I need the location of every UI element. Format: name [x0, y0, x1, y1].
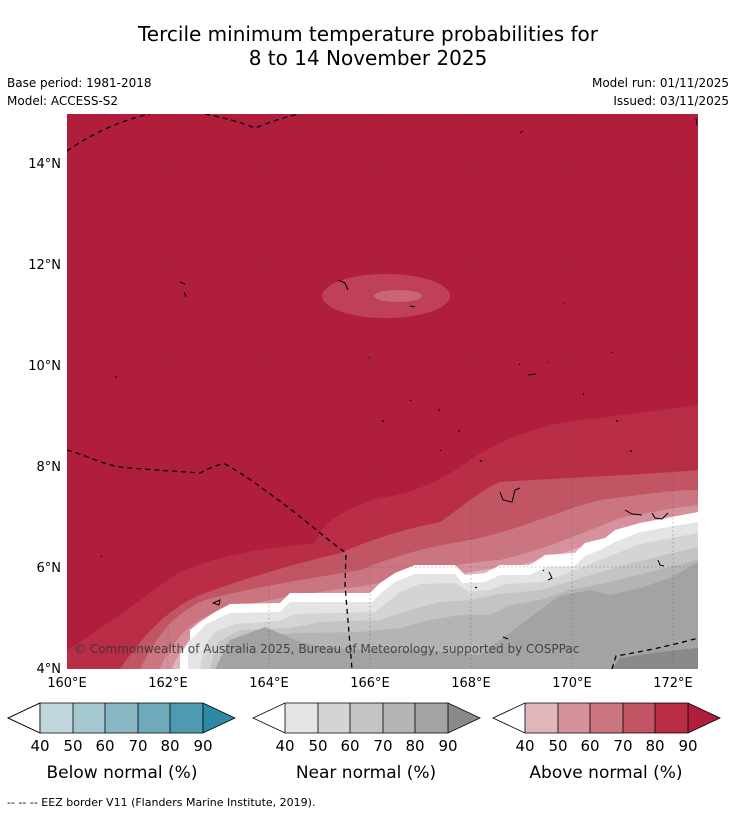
eez-footnote: -- -- -- EEZ border V11 (Flanders Marine… — [7, 796, 316, 809]
cbar-near-swatch — [383, 703, 415, 733]
lon-label: 160°E — [47, 676, 87, 691]
meta-right: Model run: 01/11/2025 Issued: 03/11/2025 — [592, 74, 729, 110]
title-line-1: Tercile minimum temperature probabilitie… — [137, 22, 599, 46]
graticule — [67, 114, 698, 669]
lat-label: 6°N — [37, 561, 62, 576]
cbar-tick: 40 — [275, 737, 294, 755]
lon-label: 164°E — [249, 676, 289, 691]
cbar-tick: 90 — [193, 737, 212, 755]
cbar-tick: 70 — [613, 737, 632, 755]
cbar-below-swatch — [138, 703, 170, 733]
meta-left: Base period: 1981-2018 Model: ACCESS-S2 — [7, 74, 152, 110]
cbar-tick: 40 — [30, 737, 49, 755]
eez-borders — [67, 114, 698, 669]
cbar-above-swatch — [525, 703, 558, 733]
cbar-tick: 90 — [438, 737, 457, 755]
lon-label: 172°E — [653, 676, 693, 691]
cbar-above-title: Above normal (%) — [529, 763, 682, 783]
cbar-above-swatch — [623, 703, 655, 733]
cbar-above-swatch — [590, 703, 623, 733]
cbar-tick: 80 — [645, 737, 664, 755]
cbar-above-swatch — [655, 703, 688, 733]
cbar-tick: 60 — [340, 737, 359, 755]
islands — [100, 117, 698, 640]
cbar-near-swatch — [350, 703, 383, 733]
cbar-above-swatch — [558, 703, 590, 733]
near-80-region — [215, 562, 698, 669]
cbar-below-swatch — [73, 703, 105, 733]
cbar-near-swatch — [415, 703, 448, 733]
probability-field: © Commonwealth of Australia 2025, Bureau… — [67, 114, 698, 669]
lon-label: 162°E — [148, 676, 188, 691]
map-title: Tercile minimum temperature probabilitie… — [0, 22, 736, 70]
cbar-tick: 50 — [308, 737, 327, 755]
copyright-note: © Commonwealth of Australia 2025, Bureau… — [74, 642, 579, 656]
cbar-near-title: Near normal (%) — [296, 763, 436, 783]
cbar-tick: 90 — [678, 737, 697, 755]
cbar-below-max — [203, 703, 235, 733]
model-name: Model: ACCESS-S2 — [7, 94, 119, 108]
cbar-above-min — [493, 703, 525, 733]
near-90-region — [612, 648, 698, 669]
cbar-tick: 50 — [63, 737, 82, 755]
base-period: Base period: 1981-2018 — [7, 76, 152, 90]
issued-date: Issued: 03/11/2025 — [613, 94, 729, 108]
cbar-tick: 60 — [95, 737, 114, 755]
lon-label: 168°E — [451, 676, 491, 691]
lat-label: 4°N — [37, 662, 62, 677]
title-line-2: 8 to 14 November 2025 — [248, 46, 488, 70]
cbar-above-max — [688, 703, 720, 733]
lat-axis: 14°N 12°N 10°N 8°N 6°N 4°N — [28, 157, 61, 677]
cbar-below-min — [7, 702, 41, 734]
cbar-tick: 80 — [160, 737, 179, 755]
lon-label: 170°E — [552, 676, 592, 691]
cbar-below-swatch — [170, 703, 203, 733]
colorbar-below: 40 50 60 70 80 90 Below normal (%) — [7, 702, 236, 783]
model-run: Model run: 01/11/2025 — [591, 76, 729, 90]
cbar-tick: 70 — [128, 737, 147, 755]
lat-label: 12°N — [28, 258, 61, 273]
cbar-near-swatch — [318, 703, 350, 733]
colorbar-above: 40 50 60 70 80 90 Above normal (%) — [492, 702, 721, 783]
cbar-tick: 80 — [405, 737, 424, 755]
cbar-tick: 40 — [515, 737, 534, 755]
lon-label: 166°E — [350, 676, 390, 691]
cbar-tick: 60 — [580, 737, 599, 755]
lat-label: 14°N — [28, 157, 61, 172]
colorbar-near: 40 50 60 70 80 90 Near normal (%) — [252, 702, 481, 783]
lat-label: 10°N — [28, 359, 61, 374]
above-70-patch — [374, 290, 422, 302]
lon-axis: 160°E 162°E 164°E 166°E 168°E 170°E 172°… — [47, 676, 693, 691]
cbar-near-min — [253, 703, 285, 733]
cbar-below-title: Below normal (%) — [47, 763, 198, 783]
cbar-tick: 50 — [548, 737, 567, 755]
lat-label: 8°N — [37, 460, 62, 475]
cbar-near-max — [448, 703, 480, 733]
cbar-near-swatch — [285, 703, 318, 733]
cbar-below-swatch — [105, 703, 138, 733]
cbar-below-swatch — [40, 703, 73, 733]
cbar-tick: 70 — [373, 737, 392, 755]
